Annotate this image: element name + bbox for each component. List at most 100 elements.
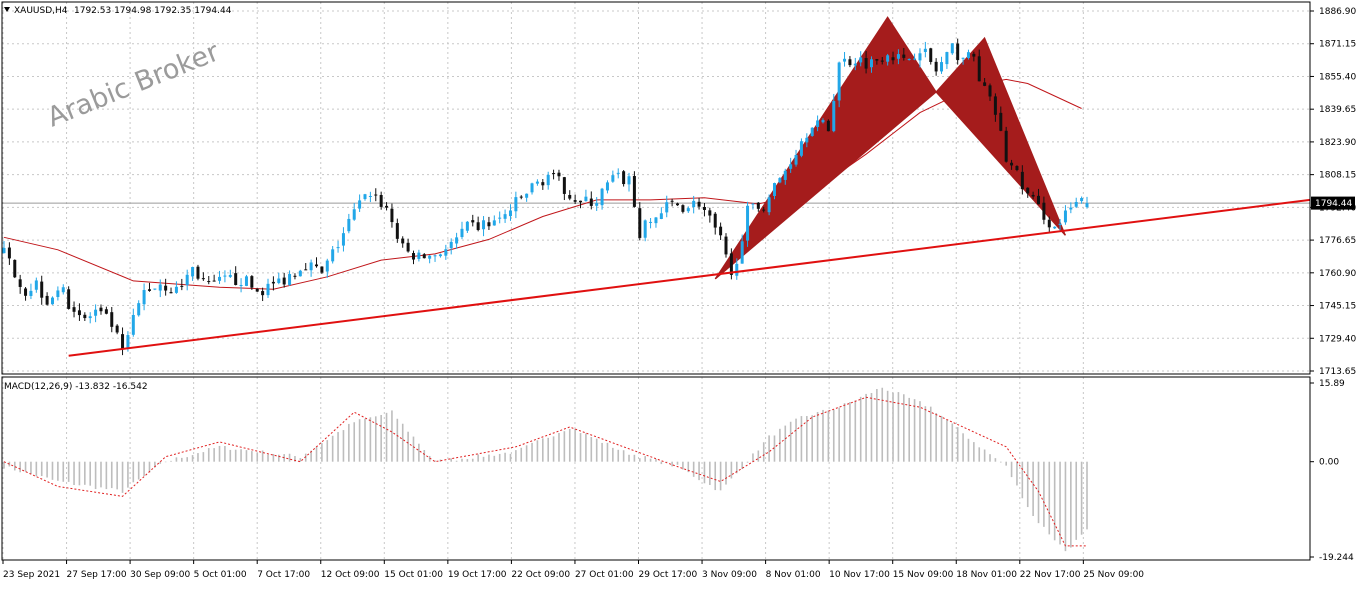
candles-layer xyxy=(2,38,1089,356)
candle-body xyxy=(832,101,836,132)
candle-body xyxy=(541,182,545,186)
candle-body xyxy=(654,217,658,224)
candle-body xyxy=(282,277,286,285)
candle-body xyxy=(492,220,496,226)
candle-body xyxy=(411,253,415,260)
candle-body xyxy=(158,284,162,291)
candle-body xyxy=(29,290,33,296)
candle-body xyxy=(379,195,383,207)
candle-body xyxy=(460,228,464,238)
candle-body xyxy=(1020,171,1024,190)
candle-body xyxy=(325,260,329,272)
macd-panel-frame xyxy=(1,376,1311,561)
last-price-label: 1794.44 xyxy=(1315,199,1352,209)
candle-body xyxy=(713,213,717,228)
candle-body xyxy=(535,181,539,184)
candle-body xyxy=(772,183,776,197)
candle-body xyxy=(438,254,442,257)
candle-body xyxy=(191,267,195,277)
candle-body xyxy=(50,297,54,305)
macd-label: MACD(12,26,9) -13.832 -16.542 xyxy=(4,382,148,392)
candle-body xyxy=(72,307,76,312)
candle-body xyxy=(702,207,706,210)
macd-tick-label: 0.00 xyxy=(1319,458,1339,468)
candle-body xyxy=(972,53,976,57)
candle-body xyxy=(422,254,426,259)
candle-body xyxy=(740,241,744,264)
candle-body xyxy=(1053,226,1057,229)
candle-body xyxy=(519,196,523,198)
candle-body xyxy=(643,220,647,238)
candle-body xyxy=(600,188,604,206)
candle-body xyxy=(498,217,502,219)
candle-body xyxy=(1004,130,1008,162)
candle-body xyxy=(266,283,270,296)
dropdown-triangle-icon[interactable] xyxy=(4,7,10,12)
candle-body xyxy=(638,208,642,238)
candle-body xyxy=(45,295,49,305)
candle-body xyxy=(762,209,766,211)
price-tick-label: 1713.65 xyxy=(1319,367,1356,377)
candle-body xyxy=(180,285,184,287)
candle-body xyxy=(799,141,803,156)
candle-body xyxy=(255,288,259,292)
candle-body xyxy=(304,269,308,271)
candle-body xyxy=(929,48,933,62)
candle-body xyxy=(956,43,960,61)
macd-tick-label: -19.244 xyxy=(1319,553,1354,563)
candle-body xyxy=(385,205,389,208)
candle-body xyxy=(137,303,141,316)
candle-body xyxy=(293,275,297,277)
candle-body xyxy=(632,176,636,207)
candle-body xyxy=(821,120,825,123)
candle-body xyxy=(104,309,108,314)
candle-body xyxy=(724,236,728,255)
candle-body xyxy=(363,194,367,200)
candle-body xyxy=(228,275,232,277)
candle-body xyxy=(126,335,130,349)
candle-body xyxy=(546,174,550,186)
time-tick-label: 23 Sep 2021 xyxy=(3,570,60,580)
candle-body xyxy=(778,178,782,183)
candle-body xyxy=(746,205,750,241)
candle-body xyxy=(358,200,362,209)
candle-body xyxy=(465,221,469,231)
candle-body xyxy=(622,171,626,185)
candle-body xyxy=(34,280,38,290)
candle-body xyxy=(907,59,911,61)
candle-body xyxy=(756,202,760,209)
candle-body xyxy=(341,233,345,246)
candle-body xyxy=(649,221,653,223)
candle-body xyxy=(433,255,437,257)
candle-body xyxy=(1074,201,1078,207)
candle-body xyxy=(482,220,486,230)
time-tick-label: 10 Nov 17:00 xyxy=(829,570,890,580)
candle-body xyxy=(783,170,787,180)
candle-body xyxy=(843,58,847,62)
price-tick-label: 1729.40 xyxy=(1319,334,1356,344)
candle-body xyxy=(676,203,680,206)
candle-body xyxy=(692,200,696,208)
time-tick-label: 22 Nov 17:00 xyxy=(1020,570,1081,580)
time-tick-label: 5 Oct 01:00 xyxy=(194,570,247,580)
time-tick-label: 27 Sep 17:00 xyxy=(67,570,127,580)
candle-body xyxy=(595,203,599,206)
candle-body xyxy=(277,278,281,283)
time-tick-label: 27 Oct 01:00 xyxy=(575,570,634,580)
candle-body xyxy=(869,59,873,68)
candle-body xyxy=(40,281,44,298)
candle-body xyxy=(961,57,965,59)
price-tick-label: 1839.65 xyxy=(1319,105,1356,115)
grid-layer xyxy=(2,2,1310,560)
candle-body xyxy=(1031,194,1035,197)
candle-body xyxy=(999,112,1003,131)
time-tick-label: 19 Oct 17:00 xyxy=(448,570,507,580)
symbol-label: XAUUSD,H4 xyxy=(14,6,68,16)
candle-body xyxy=(886,55,890,62)
candle-body xyxy=(239,284,243,286)
candle-body xyxy=(950,43,954,54)
candle-body xyxy=(686,208,690,212)
axis-layer: 1886.90 1871.15 1855.40 1839.65 1823.90 1808.… xyxy=(2,7,1356,580)
candle-body xyxy=(201,278,205,280)
